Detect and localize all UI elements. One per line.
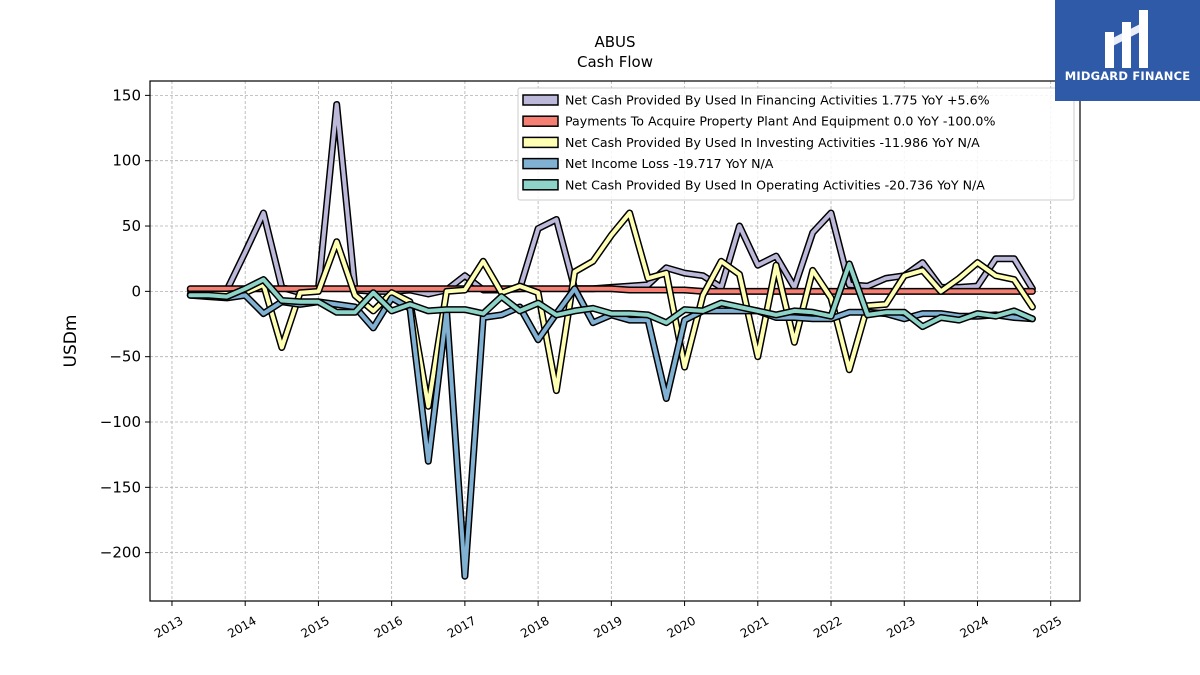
legend: Net Cash Provided By Used In Financing A… [517, 87, 1075, 201]
chart-title: ABUS [594, 33, 635, 51]
legend-swatch-1 [522, 115, 559, 127]
legend-swatch-2 [522, 136, 559, 149]
legend-label-3: Net Income Loss -19.717 YoY N/A [565, 156, 774, 171]
y-tick-label: 100 [112, 152, 141, 170]
x-tick-label: 2013 [152, 613, 185, 640]
y-axis: 150 100 50 0 −50 −100 −150 −200 [100, 86, 150, 562]
y-tick-label: −200 [100, 544, 141, 562]
x-axis: 2013 2014 2015 2016 2017 2018 2019 2020 2021 2022… [152, 601, 1064, 641]
x-tick-label: 2024 [958, 613, 991, 640]
y-tick-label: 150 [112, 86, 141, 104]
midgard-logo-mark-icon [1105, 10, 1148, 68]
legend-swatch-4 [522, 179, 559, 191]
x-tick-label: 2017 [445, 613, 478, 640]
x-tick-label: 2016 [372, 613, 405, 640]
plot-area-frame [149, 80, 1081, 602]
brand-name: MIDGARD FINANCE [1064, 69, 1191, 83]
series-2-line [188, 211, 1035, 409]
x-tick-label: 2015 [298, 613, 331, 640]
legend-swatch-0 [522, 94, 559, 106]
legend-box [517, 87, 1075, 201]
y-axis-label: USDm [61, 315, 81, 368]
x-tick-label: 2018 [518, 613, 551, 640]
x-tick-label: 2023 [884, 613, 917, 640]
x-tick-label: 2021 [738, 613, 771, 640]
x-tick-label: 2022 [811, 613, 844, 640]
series-lines [186, 101, 1036, 580]
legend-swatch-3 [522, 157, 559, 170]
legend-label-4: Net Cash Provided By Used In Operating A… [565, 177, 985, 192]
x-tick-label: 2025 [1031, 613, 1064, 640]
x-tick-label: 2014 [225, 613, 258, 640]
y-tick-label: 50 [122, 217, 141, 235]
chart-subtitle: Cash Flow [577, 53, 653, 71]
x-tick-label: 2020 [665, 613, 698, 640]
y-tick-label: 0 [131, 282, 141, 300]
midgard-finance-logo: MIDGARD FINANCE [1055, 0, 1200, 101]
y-tick-label: −100 [100, 413, 141, 431]
legend-label-2: Net Cash Provided By Used In Investing A… [565, 135, 980, 150]
legend-label-0: Net Cash Provided By Used In Financing A… [565, 93, 990, 108]
y-tick-label: −150 [100, 478, 141, 496]
x-tick-label: 2019 [591, 613, 624, 640]
legend-label-1: Payments To Acquire Property Plant And E… [565, 114, 995, 129]
series-4-line [188, 261, 1035, 329]
y-tick-label: −50 [109, 348, 141, 366]
